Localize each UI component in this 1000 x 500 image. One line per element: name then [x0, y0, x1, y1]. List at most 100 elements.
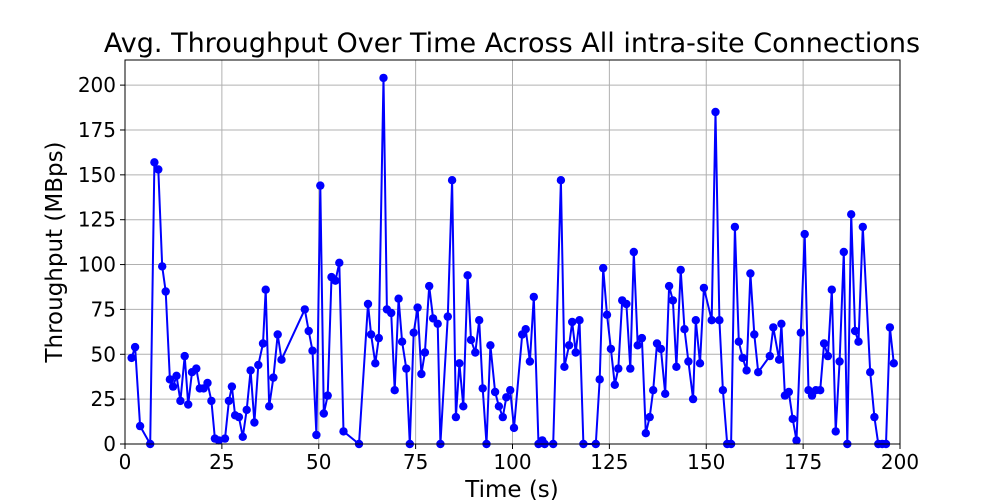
data-point [750, 330, 759, 339]
data-point [599, 263, 608, 273]
data-point [150, 158, 159, 167]
data-point [390, 386, 399, 395]
data-point [486, 341, 495, 350]
data-point [135, 421, 145, 431]
data-point [471, 348, 480, 357]
data-point [738, 353, 747, 363]
data-point [451, 412, 461, 422]
data-point [335, 258, 344, 267]
data-point [695, 359, 705, 368]
data-point [529, 292, 538, 302]
data-point [602, 310, 612, 319]
data-point [371, 359, 380, 368]
data-point [433, 319, 442, 328]
data-point [633, 341, 642, 350]
data-point [672, 362, 681, 371]
data-point [889, 359, 898, 368]
data-point [575, 316, 584, 325]
data-point [130, 342, 140, 352]
data-point [494, 402, 504, 411]
data-point [521, 325, 530, 334]
y-tick-label: 75 [91, 297, 116, 321]
data-point [363, 299, 373, 309]
data-point [203, 378, 212, 388]
data-point [234, 412, 244, 422]
data-point [506, 386, 515, 395]
data-point [498, 412, 507, 422]
grid [124, 60, 901, 445]
data-point [800, 229, 809, 239]
data-point [154, 165, 163, 174]
data-point [835, 357, 844, 366]
x-tick-label: 200 [881, 450, 919, 474]
data-point [180, 351, 189, 361]
data-point [413, 303, 422, 312]
data-point [394, 294, 403, 303]
data-point [656, 344, 666, 354]
data-point [265, 402, 274, 411]
data-point [645, 412, 654, 422]
data-point [606, 344, 616, 354]
data-point [158, 262, 167, 271]
y-tick-label: 25 [91, 387, 116, 411]
data-point [425, 281, 434, 291]
y-tick-label: 125 [78, 208, 116, 232]
data-point [207, 396, 216, 406]
data-point [227, 382, 237, 391]
data-point [254, 360, 263, 370]
chart-title: Avg. Throughput Over Time Across All int… [104, 28, 920, 59]
data-point [250, 418, 259, 427]
data-point [366, 330, 376, 339]
data-point [184, 400, 193, 409]
data-point [610, 380, 619, 389]
data-point [730, 222, 740, 232]
data-point [417, 369, 426, 379]
data-point [490, 387, 500, 397]
data-point [831, 427, 840, 436]
data-point [224, 396, 234, 406]
data-point [466, 335, 476, 345]
data-point [649, 386, 658, 395]
data-point [300, 305, 309, 314]
data-point [509, 423, 519, 433]
data-point [402, 364, 411, 373]
data-point [711, 107, 720, 117]
x-tick-label: 125 [590, 450, 628, 474]
data-point [827, 285, 836, 294]
data-point [858, 222, 867, 232]
data-point [819, 339, 829, 348]
data-point [718, 386, 728, 395]
data-point [684, 357, 693, 366]
data-point [312, 430, 321, 440]
data-point [854, 337, 863, 346]
data-point [172, 371, 181, 380]
data-point [792, 436, 801, 445]
data-point [571, 348, 580, 357]
x-axis-title: Time (s) [464, 477, 559, 500]
y-tick-label: 100 [78, 253, 116, 277]
data-point [866, 368, 875, 377]
axis-ticks: 0 25 50 75 100 125 150 175 200 0 25 50 75 100 125 150 17… [78, 73, 919, 474]
data-point [676, 265, 685, 275]
data-point [746, 269, 755, 278]
data-point [269, 373, 278, 382]
data-point [238, 432, 247, 441]
data-point [273, 330, 282, 339]
data-point [688, 394, 698, 404]
y-tick-label: 150 [78, 163, 116, 187]
data-point [668, 296, 678, 305]
data-point [319, 409, 328, 418]
data-point [664, 281, 674, 291]
data-point [754, 368, 763, 377]
data-point [777, 319, 786, 328]
data-point [734, 337, 743, 346]
data-point [387, 308, 396, 318]
data-point [796, 328, 805, 337]
data-point [316, 181, 325, 190]
x-tick-label: 0 [119, 450, 132, 474]
data-point [680, 325, 689, 334]
data-point [475, 316, 484, 325]
data-point [641, 429, 650, 438]
data-point [847, 210, 856, 219]
